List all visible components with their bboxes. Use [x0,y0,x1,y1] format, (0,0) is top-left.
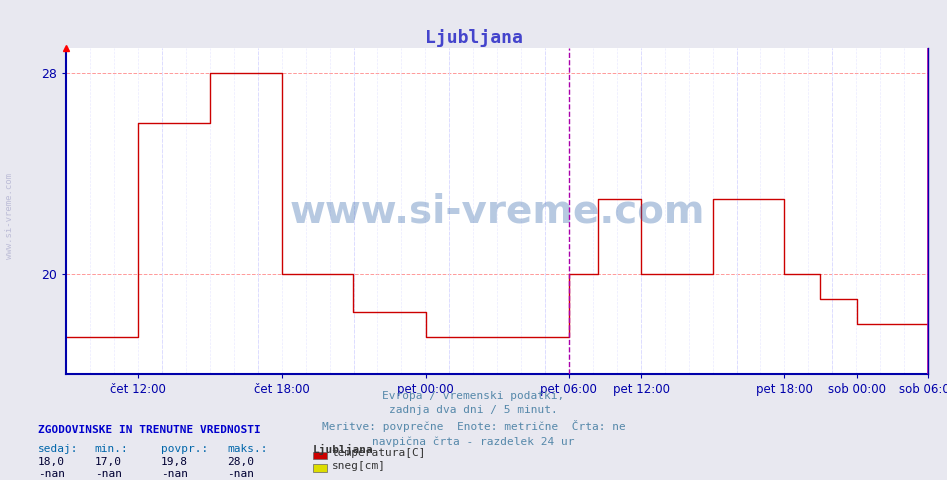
Text: sedaj:: sedaj: [38,444,79,454]
Text: povpr.:: povpr.: [161,444,208,454]
Text: www.si-vreme.com: www.si-vreme.com [290,192,705,230]
Text: temperatura[C]: temperatura[C] [331,448,426,458]
Text: -nan: -nan [95,469,122,480]
Text: ZGODOVINSKE IN TRENUTNE VREDNOSTI: ZGODOVINSKE IN TRENUTNE VREDNOSTI [38,425,260,435]
Text: 19,8: 19,8 [161,457,188,467]
Text: -nan: -nan [161,469,188,480]
Text: -nan: -nan [227,469,255,480]
Text: sneg[cm]: sneg[cm] [331,461,385,470]
Text: www.si-vreme.com: www.si-vreme.com [5,173,14,259]
Text: min.:: min.: [95,444,129,454]
Text: 18,0: 18,0 [38,457,65,467]
Text: Ljubljana: Ljubljana [424,29,523,47]
Text: -nan: -nan [38,469,65,480]
Text: Ljubljana: Ljubljana [313,444,373,455]
Text: 17,0: 17,0 [95,457,122,467]
Text: Evropa / vremenski podatki,
zadnja dva dni / 5 minut.
Meritve: povprečne  Enote:: Evropa / vremenski podatki, zadnja dva d… [322,391,625,447]
Text: 28,0: 28,0 [227,457,255,467]
Text: maks.:: maks.: [227,444,268,454]
